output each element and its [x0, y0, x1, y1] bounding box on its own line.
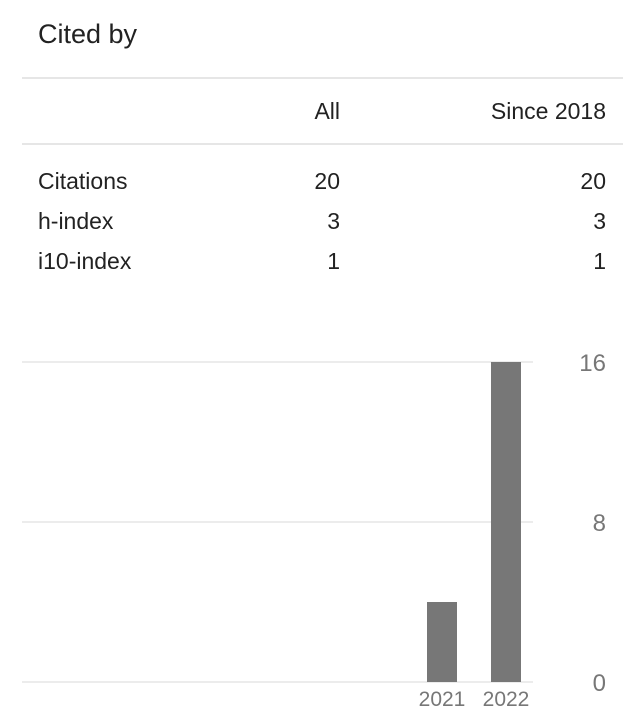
- table-row-citations: Citations 20 20: [0, 166, 630, 196]
- row-value-all: 1: [327, 248, 340, 274]
- row-label: i10-index: [38, 248, 132, 274]
- x-tick-label: 2021: [419, 688, 466, 711]
- header-divider: [22, 77, 623, 79]
- row-label: h-index: [38, 208, 114, 234]
- y-tick-label: 16: [579, 350, 606, 377]
- y-tick-label: 8: [593, 510, 606, 537]
- row-value-since: 1: [593, 248, 606, 274]
- table-row-h-index: h-index 3 3: [0, 206, 630, 236]
- page-title: Cited by: [38, 19, 138, 49]
- row-value-all: 20: [314, 168, 340, 194]
- table-row-i10-index: i10-index 1 1: [0, 246, 630, 276]
- bar-2022[interactable]: [491, 362, 521, 682]
- row-label: Citations: [38, 168, 128, 194]
- x-tick-label: 2022: [483, 688, 530, 711]
- row-value-all: 3: [327, 208, 340, 234]
- column-header-since: Since 2018: [490, 98, 606, 124]
- bar-2021[interactable]: [427, 602, 457, 682]
- row-value-since: 3: [593, 208, 606, 234]
- citations-bar-chart: 0 8 16 2021 2022: [22, 350, 606, 711]
- column-header-all: All: [314, 98, 340, 124]
- y-tick-label: 0: [593, 670, 606, 697]
- row-value-since: 20: [580, 168, 606, 194]
- table-divider: [22, 143, 623, 145]
